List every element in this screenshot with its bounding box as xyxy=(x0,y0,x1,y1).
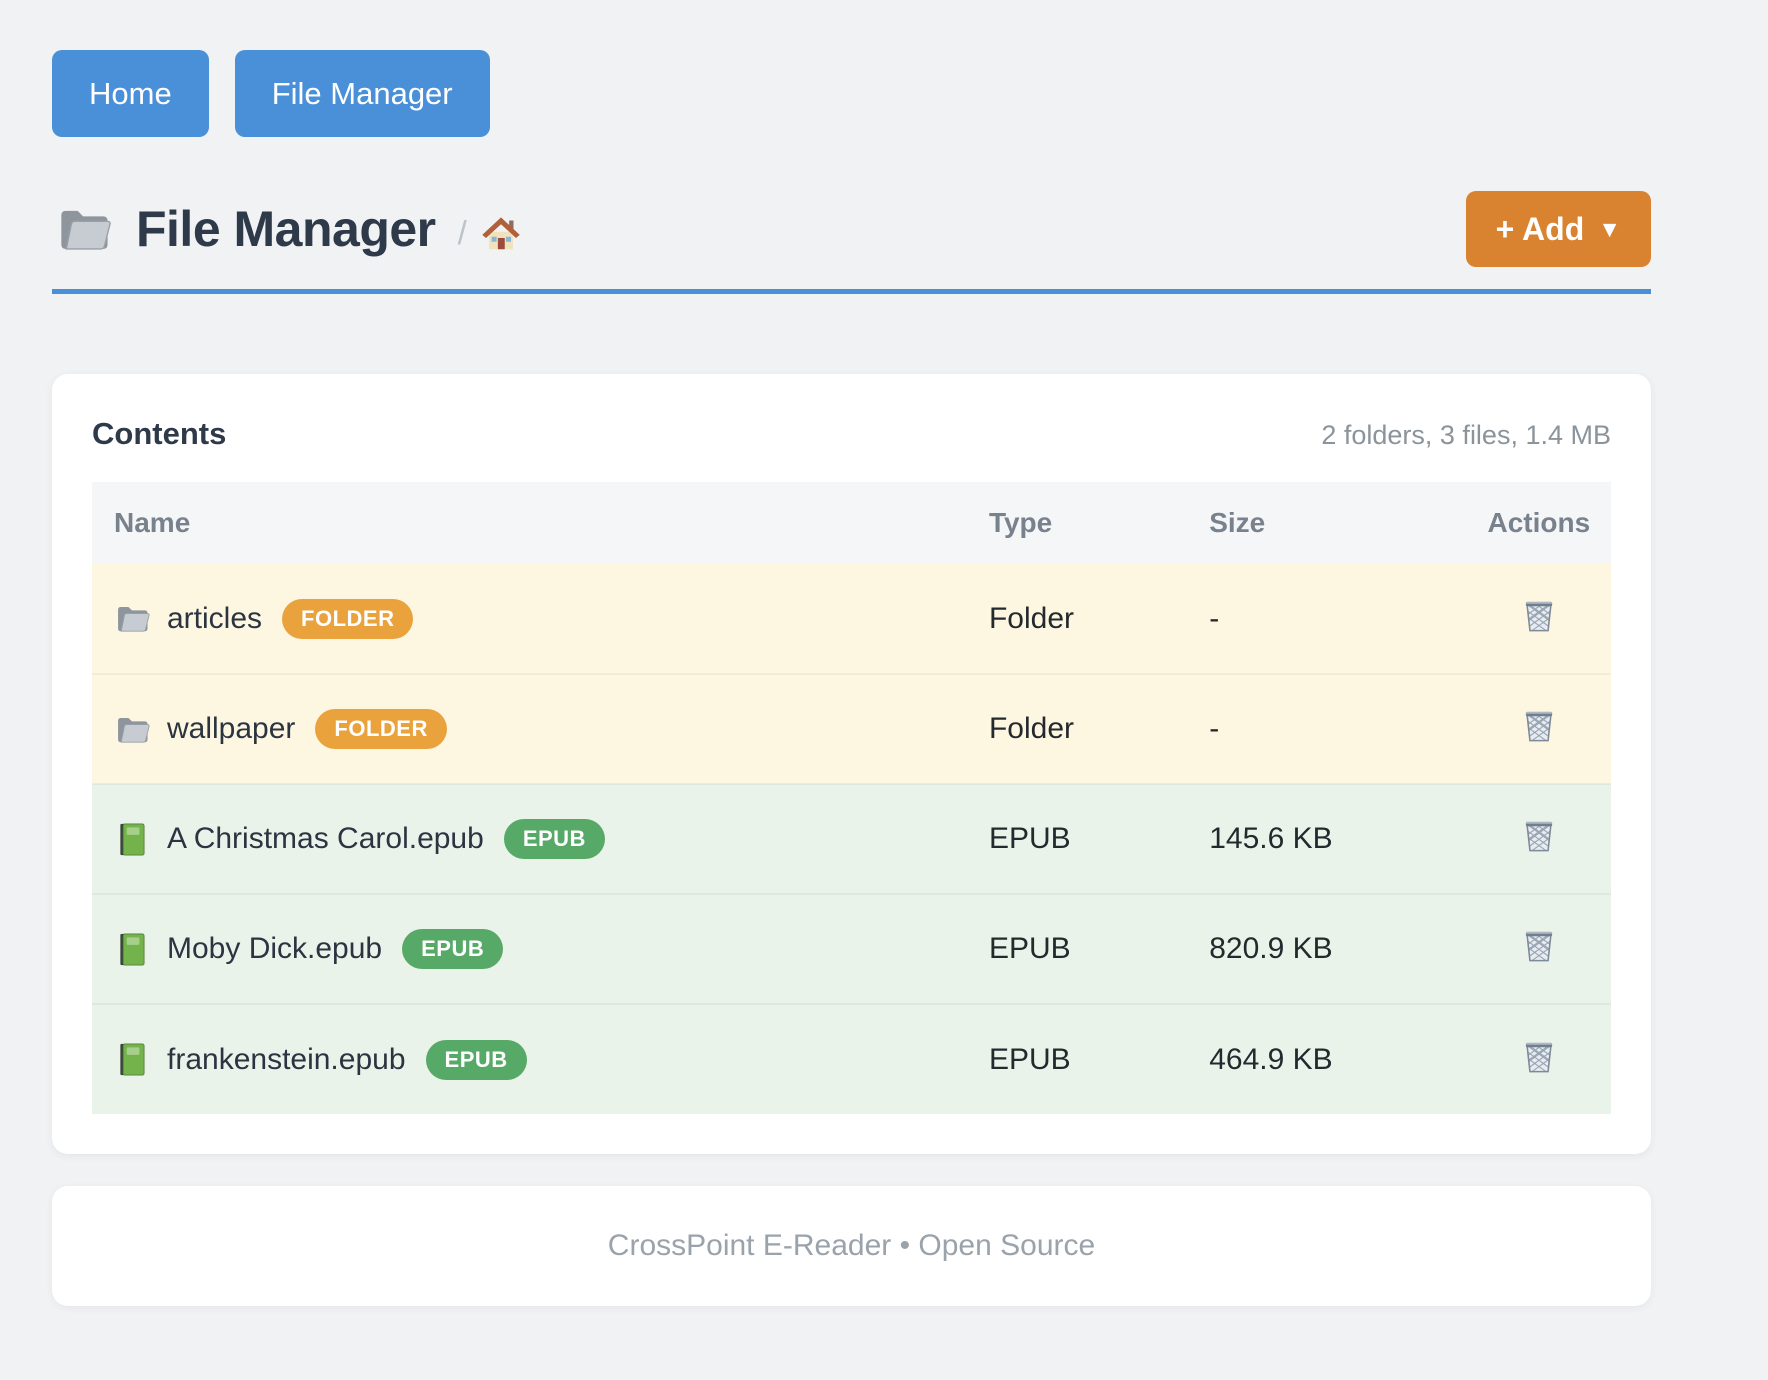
footer-text: CrossPoint E-Reader • Open Source xyxy=(608,1229,1095,1263)
delete-button[interactable] xyxy=(1519,594,1559,636)
table-header: Name Type Size Actions xyxy=(92,482,1611,564)
type-badge: FOLDER xyxy=(282,599,413,639)
contents-title: Contents xyxy=(92,416,226,452)
book-icon xyxy=(114,821,151,858)
type-badge: FOLDER xyxy=(315,709,446,749)
caret-down-icon: ▼ xyxy=(1598,218,1621,241)
folder-icon xyxy=(52,200,116,258)
contents-card: Contents 2 folders, 3 files, 1.4 MB Name… xyxy=(52,374,1651,1154)
footer-card: CrossPoint E-Reader • Open Source xyxy=(52,1186,1651,1306)
book-icon xyxy=(114,931,151,968)
column-header-actions: Actions xyxy=(1467,482,1611,564)
page-header: File Manager / + Add ▼ xyxy=(52,191,1651,267)
trash-icon xyxy=(1519,924,1559,966)
type-badge: EPUB xyxy=(402,929,503,969)
column-header-type: Type xyxy=(967,482,1187,564)
nav-home-button[interactable]: Home xyxy=(52,50,209,137)
file-name-link[interactable]: frankenstein.epub xyxy=(167,1043,406,1077)
delete-button[interactable] xyxy=(1519,814,1559,856)
contents-summary: 2 folders, 3 files, 1.4 MB xyxy=(1321,420,1611,451)
contents-card-header: Contents 2 folders, 3 files, 1.4 MB xyxy=(92,416,1611,452)
trash-icon xyxy=(1519,814,1559,856)
table-row: A Christmas Carol.epub EPUB EPUB 145.6 K… xyxy=(92,784,1611,894)
table-row: Moby Dick.epub EPUB EPUB 820.9 KB xyxy=(92,894,1611,1004)
file-name-link[interactable]: wallpaper xyxy=(167,712,295,746)
trash-icon xyxy=(1519,704,1559,746)
add-button[interactable]: + Add ▼ xyxy=(1466,191,1651,267)
file-name-link[interactable]: articles xyxy=(167,602,262,636)
type-cell: EPUB xyxy=(967,894,1187,1004)
folder-icon xyxy=(114,711,151,748)
size-cell: - xyxy=(1187,564,1466,674)
delete-button[interactable] xyxy=(1519,704,1559,746)
file-table: Name Type Size Actions articles FOLDER F… xyxy=(92,482,1611,1114)
folder-icon xyxy=(114,600,151,637)
type-cell: Folder xyxy=(967,674,1187,784)
size-cell: 145.6 KB xyxy=(1187,784,1466,894)
table-row: frankenstein.epub EPUB EPUB 464.9 KB xyxy=(92,1004,1611,1114)
delete-button[interactable] xyxy=(1519,924,1559,966)
trash-icon xyxy=(1519,1035,1559,1077)
table-row: wallpaper FOLDER Folder - xyxy=(92,674,1611,784)
size-cell: 464.9 KB xyxy=(1187,1004,1466,1114)
type-cell: EPUB xyxy=(967,784,1187,894)
file-name-link[interactable]: Moby Dick.epub xyxy=(167,932,382,966)
house-icon[interactable] xyxy=(481,213,521,253)
breadcrumb-separator: / xyxy=(458,214,467,252)
accent-divider xyxy=(52,289,1651,294)
page-content: Home File Manager File Manager / + Add ▼… xyxy=(52,50,1651,1306)
book-icon xyxy=(114,1041,151,1078)
column-header-size: Size xyxy=(1187,482,1466,564)
title-group: File Manager / xyxy=(52,200,521,258)
column-header-name: Name xyxy=(92,482,967,564)
nav-file-manager-button[interactable]: File Manager xyxy=(235,50,490,137)
file-name-link[interactable]: A Christmas Carol.epub xyxy=(167,822,484,856)
table-body: articles FOLDER Folder - wallpaper FOLDE… xyxy=(92,564,1611,1114)
top-nav: Home File Manager xyxy=(52,50,1651,137)
size-cell: - xyxy=(1187,674,1466,784)
type-badge: EPUB xyxy=(426,1040,527,1080)
type-badge: EPUB xyxy=(504,819,605,859)
type-cell: Folder xyxy=(967,564,1187,674)
table-row: articles FOLDER Folder - xyxy=(92,564,1611,674)
delete-button[interactable] xyxy=(1519,1035,1559,1077)
type-cell: EPUB xyxy=(967,1004,1187,1114)
add-button-label: + Add xyxy=(1496,213,1585,245)
size-cell: 820.9 KB xyxy=(1187,894,1466,1004)
trash-icon xyxy=(1519,594,1559,636)
page-title: File Manager xyxy=(136,200,436,258)
